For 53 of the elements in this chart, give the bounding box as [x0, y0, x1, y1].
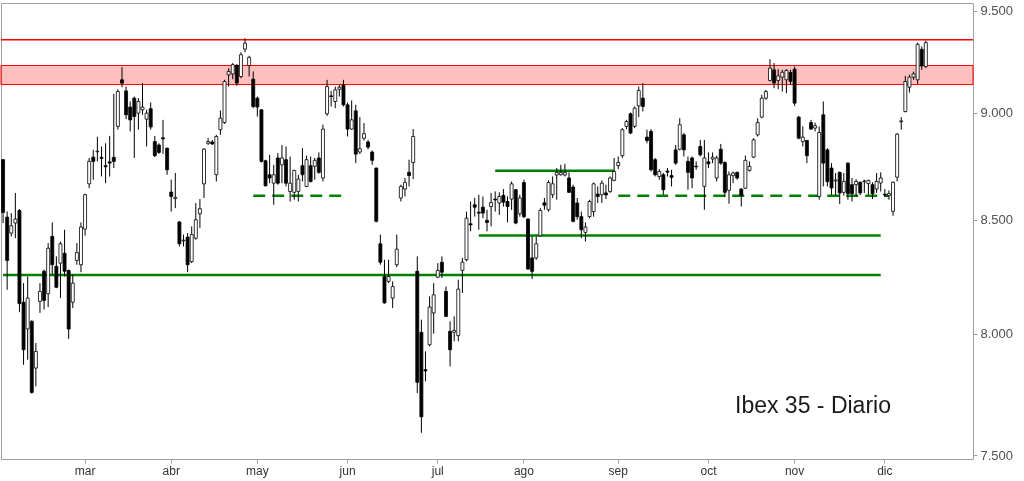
x-tick-label: sep [608, 463, 629, 478]
candlestick [772, 62, 776, 89]
candlestick [394, 234, 399, 268]
x-tick-label: oct [700, 463, 718, 478]
candlestick [111, 93, 116, 169]
candlestick [686, 155, 690, 191]
candlestick [308, 155, 313, 184]
y-tick-label: 7.500 [980, 447, 1014, 463]
candlestick [87, 157, 92, 189]
candlestick [690, 155, 694, 189]
candlestick [837, 171, 842, 205]
x-tick-label: may [245, 463, 269, 478]
x-tick-label: abr [162, 463, 180, 478]
candlestick [878, 171, 883, 192]
candlestick [152, 135, 157, 158]
candlestick [776, 68, 781, 90]
candlestick [124, 86, 128, 120]
x-tick-label: mar [74, 463, 96, 478]
candlestick [476, 194, 481, 231]
candlestick [640, 82, 645, 112]
y-tick-label: 9.000 [980, 105, 1014, 121]
candlestick [780, 69, 785, 93]
candlestick [554, 167, 559, 201]
candlestick [755, 117, 760, 137]
candlestick [247, 55, 252, 78]
y-tick-label: 9.500 [980, 3, 1014, 19]
candlestick [563, 163, 567, 177]
candlestick [169, 179, 174, 213]
candlestick [280, 144, 284, 184]
candlestick [173, 172, 178, 209]
x-tick-label: dic [877, 463, 893, 478]
candlestick [661, 172, 666, 196]
x-tick-label: nov [784, 463, 805, 478]
candlestick [312, 157, 317, 181]
text: Ibex 35 - Diario [735, 392, 891, 418]
y-tick-label: 8.000 [980, 326, 1014, 342]
x-tick-label: jun [338, 463, 356, 478]
candlestick [751, 137, 756, 159]
candlestick [448, 320, 452, 367]
candlestick [489, 192, 493, 227]
candlestick [267, 154, 272, 184]
candlestick [148, 102, 153, 131]
candlestick [140, 82, 145, 116]
candlestick [923, 40, 928, 69]
candlestick [296, 174, 301, 202]
candlestick [243, 37, 247, 53]
candlestick [132, 96, 137, 159]
x-tick-label: ago [513, 463, 535, 478]
candlestick [497, 191, 502, 216]
x-tick-label: jul [430, 463, 444, 478]
candlestick [390, 280, 395, 309]
y-tick-label: 8.500 [980, 212, 1014, 228]
candlestick [120, 66, 124, 88]
